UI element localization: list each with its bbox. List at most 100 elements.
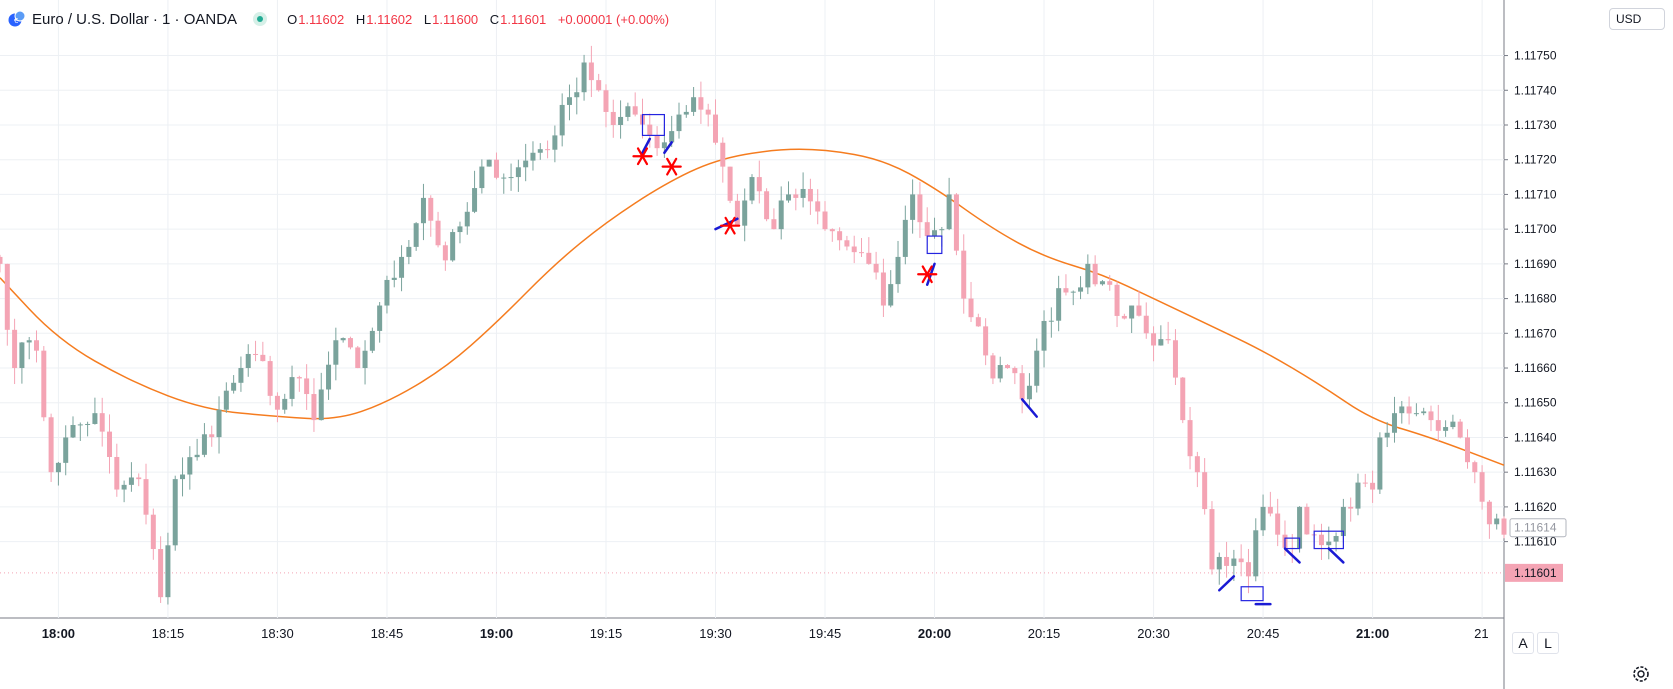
candle-body xyxy=(946,194,952,230)
candle-body xyxy=(669,131,675,143)
candle-body xyxy=(406,246,412,257)
candle-body xyxy=(618,116,624,125)
candle-body xyxy=(1479,472,1485,502)
candle-body xyxy=(1129,305,1135,319)
candle-body xyxy=(260,354,266,362)
price-axis[interactable]: 1.11750 1.11740 1.11730 1.11720 1.11710 1.117… xyxy=(1504,49,1567,582)
log-scale-button[interactable]: L xyxy=(1537,632,1559,654)
candle-body xyxy=(136,477,142,480)
candle-body xyxy=(1413,413,1419,415)
candle-body xyxy=(1318,534,1324,546)
candle-body xyxy=(355,347,361,369)
settings-gear-icon[interactable] xyxy=(1631,664,1651,684)
candle-body xyxy=(231,382,237,391)
candle-body xyxy=(786,194,792,201)
candle-body xyxy=(1494,518,1500,525)
candle-body xyxy=(1099,281,1105,285)
time-tick-label: 19:30 xyxy=(699,626,732,641)
candle-body xyxy=(691,97,697,112)
candle-body xyxy=(1180,377,1186,421)
candle-body xyxy=(822,211,828,230)
drawn-rectangle xyxy=(1284,537,1301,550)
candle-body xyxy=(1136,305,1142,316)
candle-body xyxy=(1209,509,1215,570)
candle-body xyxy=(698,97,704,110)
drawn-stroke xyxy=(1020,398,1038,418)
candle-body xyxy=(296,377,302,379)
candle-body xyxy=(1275,513,1281,535)
candle-body xyxy=(1151,333,1157,346)
star-stroke xyxy=(666,157,678,176)
candle-body xyxy=(464,211,470,227)
candle-body xyxy=(347,338,353,348)
candle-body xyxy=(1070,291,1076,293)
candle-body xyxy=(851,246,857,253)
candle-body xyxy=(778,200,784,230)
candle-body xyxy=(1443,427,1449,431)
drawn-stroke xyxy=(641,137,652,155)
candle-body xyxy=(720,142,726,167)
time-tick-label: 18:00 xyxy=(42,626,75,641)
price-tick-label: 1.11710 xyxy=(1514,187,1557,201)
candle-body xyxy=(603,90,609,112)
market-open-status-icon[interactable] xyxy=(253,12,268,26)
auto-scale-button[interactable]: A xyxy=(1512,632,1534,654)
candle-body xyxy=(4,263,10,330)
candle-body xyxy=(472,188,478,212)
candle-body xyxy=(1260,506,1266,531)
price-tick-label: 1.11630 xyxy=(1514,465,1557,479)
candle-body xyxy=(771,219,777,230)
drawn-stroke xyxy=(1327,547,1345,564)
symbol-title[interactable]: Euro / U.S. Dollar · 1 · OANDA xyxy=(32,10,238,28)
candle-body xyxy=(128,477,134,485)
candle-body xyxy=(1187,420,1193,457)
candle-body xyxy=(537,149,543,153)
price-change: +0.00001 (+0.00%) xyxy=(557,11,670,27)
candle-body xyxy=(121,484,127,490)
candle-body xyxy=(1158,339,1164,346)
candle-body xyxy=(756,177,762,192)
candle-body xyxy=(165,545,171,598)
candle-body xyxy=(1238,558,1244,563)
candle-body xyxy=(77,424,83,426)
candle-body xyxy=(625,106,631,117)
candle-body xyxy=(647,124,653,136)
candle-body xyxy=(216,409,222,438)
candle-body xyxy=(917,194,923,223)
candle-body xyxy=(1114,284,1120,316)
candle-body xyxy=(1362,482,1368,484)
candle-body xyxy=(384,279,390,306)
candle-body xyxy=(610,111,616,125)
candle-body xyxy=(1421,411,1427,414)
candle-body xyxy=(523,160,529,168)
candle-body xyxy=(1450,421,1456,428)
candle-body xyxy=(55,462,61,473)
time-tick-label: 20:30 xyxy=(1137,626,1170,641)
current-price-label: 1.11601 xyxy=(1514,566,1557,580)
candle-body xyxy=(1464,437,1470,463)
candle-body xyxy=(1406,406,1412,414)
time-axis[interactable]: 18:00 18:15 18:30 18:45 19:00 19:15 19:30 19:45… xyxy=(42,626,1489,641)
candle-body xyxy=(486,159,492,167)
svg-text:€: € xyxy=(14,17,18,25)
currency-select[interactable]: USD xyxy=(1609,8,1665,30)
drawn-rectangle xyxy=(926,235,943,255)
candle-body xyxy=(289,377,295,399)
candle-body xyxy=(1391,413,1397,433)
candle-body xyxy=(420,197,426,224)
candle-body xyxy=(581,62,587,93)
candle-body xyxy=(311,394,317,421)
open-value: 1.11602 xyxy=(298,11,345,27)
candle-body xyxy=(209,434,215,438)
time-tick-label: 19:15 xyxy=(590,626,623,641)
candle-body xyxy=(1085,263,1091,288)
candle-body xyxy=(85,423,91,425)
price-tick-label: 1.11730 xyxy=(1514,118,1557,132)
candle-body xyxy=(990,355,996,379)
price-tick-label: 1.11660 xyxy=(1514,361,1557,375)
high-label: H xyxy=(355,11,366,27)
candle-body xyxy=(143,479,149,515)
candle-body xyxy=(19,342,25,369)
